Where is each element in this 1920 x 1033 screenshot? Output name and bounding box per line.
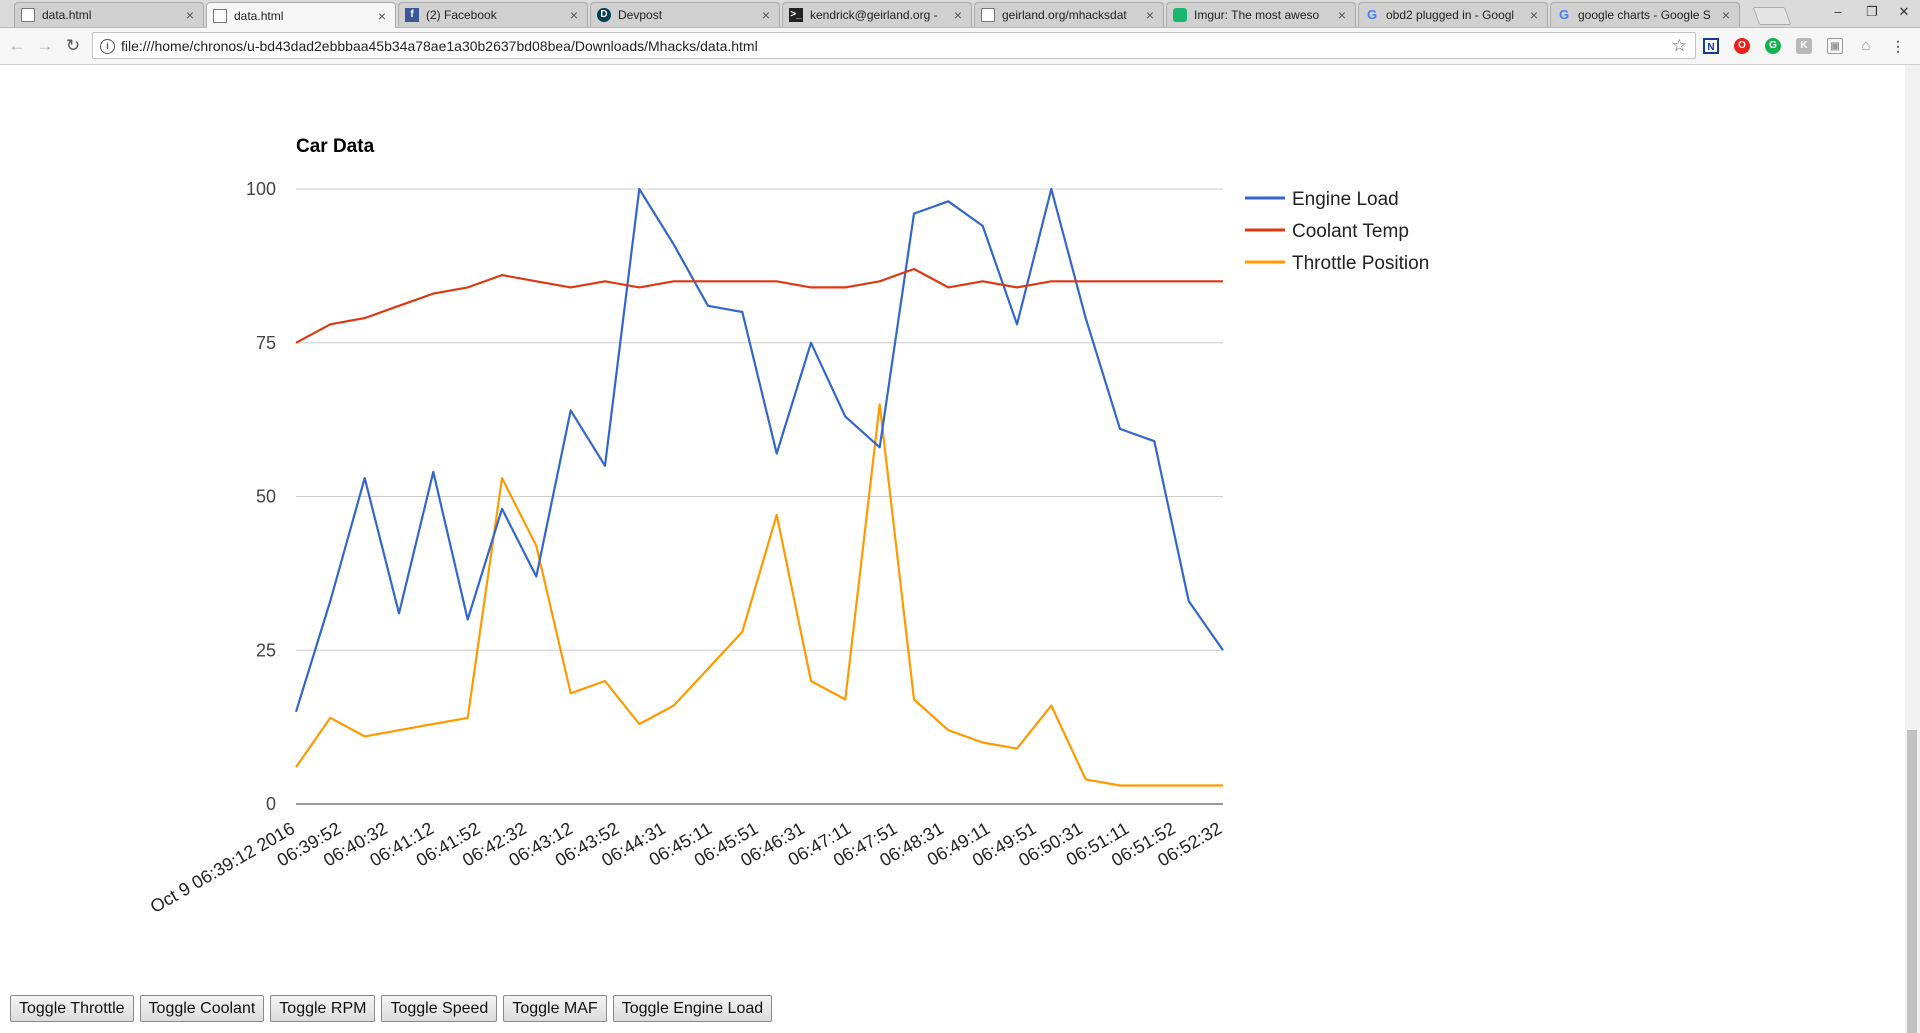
- chart-title: Car Data: [296, 136, 375, 157]
- y-tick-label: 100: [246, 179, 276, 199]
- google-icon: G: [1558, 7, 1570, 22]
- tab-title: obd2 plugged in - Googl: [1386, 8, 1515, 22]
- y-tick-label: 0: [266, 794, 276, 814]
- series-lines: [294, 187, 1224, 787]
- tab[interactable]: data.html ×: [206, 2, 396, 28]
- tab[interactable]: Imgur: The most aweso ×: [1166, 2, 1356, 27]
- toggle-speed-button[interactable]: Toggle Speed: [381, 995, 498, 1022]
- google-icon: G: [1366, 7, 1378, 22]
- legend-label: Coolant Temp: [1292, 221, 1409, 242]
- close-tab-icon[interactable]: ×: [1529, 7, 1539, 23]
- tab-title: (2) Facebook: [426, 8, 497, 22]
- tab[interactable]: D Devpost ×: [590, 2, 780, 27]
- cast-icon[interactable]: ▣: [1827, 38, 1843, 54]
- close-tab-icon[interactable]: ×: [761, 7, 771, 23]
- tab[interactable]: geirland.org/mhacksdat ×: [974, 2, 1164, 27]
- chart-svg: 0 25 50 75 100 Oct 9 06:39:12 201606:39:5206…: [147, 136, 1430, 917]
- forward-button[interactable]: →: [36, 36, 54, 55]
- page-icon: [213, 8, 227, 23]
- tab-strip: data.html × data.html × f (2) Facebook × D Devpo…: [0, 0, 1920, 28]
- page-icon: [981, 8, 995, 22]
- page-icon: [21, 8, 35, 22]
- engine-load-line: [294, 187, 1224, 713]
- tab-title: data.html: [42, 8, 92, 22]
- tab[interactable]: f (2) Facebook ×: [398, 2, 588, 27]
- close-tab-icon[interactable]: ×: [185, 7, 195, 23]
- toggle-rpm-button[interactable]: Toggle RPM: [270, 995, 376, 1022]
- opera-icon[interactable]: O: [1734, 38, 1750, 54]
- scrollbar-thumb[interactable]: [1907, 730, 1917, 1033]
- legend: Engine Load Coolant Temp Throttle Position: [1245, 189, 1429, 274]
- info-icon[interactable]: i: [100, 39, 115, 54]
- facebook-icon: f: [405, 8, 419, 22]
- toggle-throttle-button[interactable]: Toggle Throttle: [10, 995, 134, 1022]
- home-icon[interactable]: ⌂: [1861, 37, 1871, 54]
- close-tab-icon[interactable]: ×: [1337, 7, 1347, 23]
- tab[interactable]: data.html ×: [14, 2, 204, 27]
- throttle-position-line: [295, 403, 1223, 787]
- bookmark-star-icon[interactable]: ☆: [1671, 36, 1687, 55]
- tab-title: google charts - Google S: [1578, 8, 1711, 22]
- y-tick-label: 25: [256, 640, 276, 660]
- devpost-icon: D: [597, 8, 611, 22]
- toggle-coolant-button[interactable]: Toggle Coolant: [139, 995, 265, 1022]
- new-tab-button[interactable]: [1752, 7, 1792, 25]
- close-tab-icon[interactable]: ×: [377, 7, 387, 24]
- coolant-temp-line: [295, 267, 1223, 344]
- tab-title: Imgur: The most aweso: [1194, 8, 1320, 22]
- tab-title: Devpost: [618, 8, 663, 22]
- address-bar-url[interactable]: file:///home/chronos/u-bd43dad2ebbbaa45b…: [121, 38, 758, 54]
- reload-button[interactable]: ↻: [65, 36, 81, 55]
- car-data-chart: 0 25 50 75 100 Oct 9 06:39:12 2016 06:39:52 06…: [0, 64, 1500, 969]
- menu-icon[interactable]: ⋮: [1891, 38, 1905, 54]
- tab[interactable]: >_ kendrick@geirland.org - ×: [782, 2, 972, 27]
- restore-icon[interactable]: ❐: [1866, 4, 1878, 19]
- close-tab-icon[interactable]: ×: [1721, 7, 1731, 23]
- minimize-icon[interactable]: –: [1834, 4, 1842, 19]
- close-tab-icon[interactable]: ×: [569, 7, 579, 23]
- close-tab-icon[interactable]: ×: [953, 7, 963, 23]
- address-bar[interactable]: i file:///home/chronos/u-bd43dad2ebbbaa4…: [92, 32, 1696, 59]
- legend-label: Engine Load: [1292, 189, 1399, 210]
- close-window-icon[interactable]: ✕: [1898, 4, 1910, 19]
- n-extension-icon[interactable]: N: [1703, 38, 1719, 54]
- toggle-buttons: Toggle Throttle Toggle Coolant Toggle RPM T…: [10, 995, 773, 1022]
- toggle-maf-button[interactable]: Toggle MAF: [503, 995, 607, 1022]
- y-axis-ticks: 0 25 50 75 100: [246, 179, 276, 814]
- back-button[interactable]: ←: [8, 36, 26, 55]
- legend-label: Throttle Position: [1292, 253, 1429, 274]
- y-tick-label: 75: [256, 333, 276, 353]
- tab-title: data.html: [234, 8, 284, 23]
- k-extension-icon[interactable]: K: [1796, 38, 1812, 54]
- tab-title: kendrick@geirland.org -: [810, 8, 938, 22]
- browser-toolbar: ← → ↻ i file:///home/chronos/u-bd43dad2e…: [0, 28, 1920, 65]
- x-tick-label: Oct 9 06:39:12 2016: [147, 818, 298, 917]
- toggle-engine-load-button[interactable]: Toggle Engine Load: [612, 995, 773, 1022]
- terminal-icon: >_: [789, 8, 803, 22]
- close-tab-icon[interactable]: ×: [1145, 7, 1155, 23]
- imgur-icon: [1173, 8, 1187, 22]
- y-tick-label: 50: [256, 487, 276, 507]
- x-axis-ticks: Oct 9 06:39:12 201606:39:5206:40:3206:41…: [147, 818, 1225, 917]
- tab-title: geirland.org/mhacksdat: [1002, 8, 1127, 22]
- grammarly-icon[interactable]: G: [1765, 38, 1781, 54]
- gridlines: [296, 188, 1223, 805]
